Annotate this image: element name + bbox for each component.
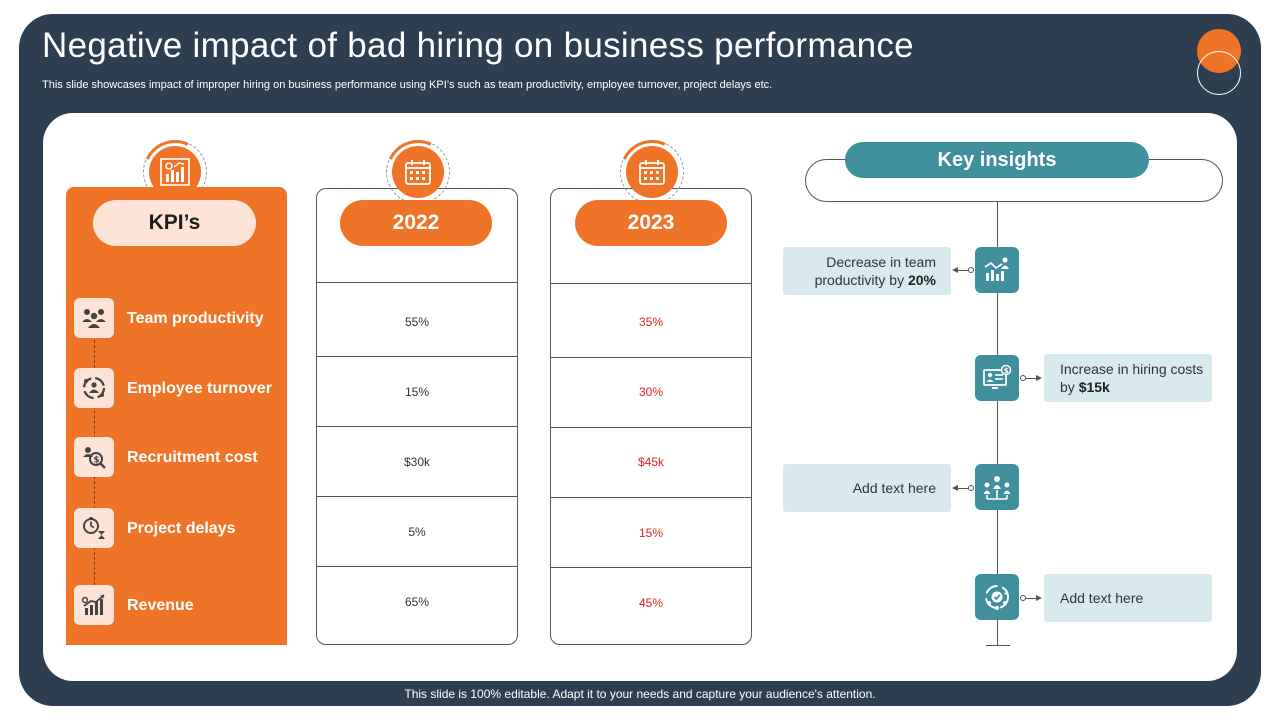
connector-arrow bbox=[1036, 595, 1042, 601]
row-divider bbox=[316, 282, 518, 283]
calendar-icon bbox=[626, 146, 678, 198]
insight-value-1: 20% bbox=[907, 272, 936, 288]
team-cycle-icon bbox=[975, 574, 1019, 620]
cell-2023-recruitment-cost: $45k bbox=[637, 455, 665, 469]
timeline-end-tick bbox=[986, 645, 1010, 646]
insight-box-2: Increase in hiring costs by $15k bbox=[1044, 354, 1212, 402]
kpi-label-revenue: Revenue bbox=[127, 597, 194, 614]
cell-2023-revenue: 45% bbox=[638, 596, 664, 610]
hiring-cost-icon: $ bbox=[975, 355, 1019, 401]
connector-line bbox=[957, 270, 969, 271]
kpi-column bbox=[66, 187, 287, 645]
row-divider bbox=[316, 566, 518, 567]
connector-dot bbox=[1020, 375, 1026, 381]
year-2022-table bbox=[316, 188, 518, 645]
connector-dot bbox=[968, 267, 974, 273]
row-divider bbox=[550, 497, 752, 498]
year-2023-table bbox=[550, 188, 752, 645]
slide-title: Negative impact of bad hiring on busines… bbox=[42, 26, 914, 65]
cell-2022-revenue: 65% bbox=[404, 595, 430, 609]
row-divider bbox=[550, 283, 752, 284]
cell-2022-project-delays: 5% bbox=[408, 525, 426, 539]
kpi-label-recruitment-cost: Recruitment cost bbox=[127, 449, 258, 466]
productivity-chart-icon bbox=[975, 247, 1019, 293]
connector-line bbox=[1026, 378, 1037, 379]
footer-note: This slide is 100% editable. Adapt it to… bbox=[404, 687, 876, 701]
connector-dot bbox=[968, 485, 974, 491]
cell-2022-recruitment-cost: $30k bbox=[403, 455, 431, 469]
kpi-label-employee-turnover: Employee turnover bbox=[127, 380, 272, 397]
cell-2022-team-productivity: 55% bbox=[404, 315, 430, 329]
insight-text-2: Increase in hiring costs by bbox=[1060, 361, 1204, 395]
revenue-chart-icon bbox=[74, 585, 114, 625]
insight-value-2: $15k bbox=[1078, 379, 1110, 395]
slide-subtitle: This slide showcases impact of improper … bbox=[42, 79, 773, 91]
people-network-icon bbox=[975, 464, 1019, 510]
connector-arrow bbox=[1036, 375, 1042, 381]
year-header-2022: 2022 bbox=[340, 200, 492, 246]
cell-2022-employee-turnover: 15% bbox=[404, 385, 430, 399]
insight-text-3: Add text here bbox=[852, 480, 936, 496]
decorative-ring bbox=[1197, 51, 1241, 95]
connector-arrow bbox=[952, 267, 958, 273]
connector-line bbox=[1026, 598, 1037, 599]
turnover-icon bbox=[74, 368, 114, 408]
calendar-icon bbox=[392, 146, 444, 198]
insight-box-1: Decrease in team productivity by 20% bbox=[783, 247, 951, 295]
connector-arrow bbox=[952, 485, 958, 491]
svg-text:$: $ bbox=[93, 455, 99, 465]
cell-2023-team-productivity: 35% bbox=[638, 315, 664, 329]
row-divider bbox=[550, 567, 752, 568]
year-header-2023: 2023 bbox=[575, 200, 727, 246]
cell-2023-employee-turnover: 30% bbox=[638, 385, 664, 399]
insights-timeline bbox=[997, 202, 998, 645]
cell-2023-project-delays: 15% bbox=[638, 526, 664, 540]
team-icon bbox=[74, 298, 114, 338]
insight-box-4: Add text here bbox=[1044, 574, 1212, 622]
svg-text:$: $ bbox=[1004, 367, 1009, 375]
kpi-header: KPI’s bbox=[93, 200, 256, 246]
row-divider bbox=[316, 356, 518, 357]
row-divider bbox=[550, 357, 752, 358]
insights-title: Key insights bbox=[845, 142, 1149, 178]
connector-dot bbox=[1020, 595, 1026, 601]
cost-search-icon: $ bbox=[74, 437, 114, 477]
insight-text-4: Add text here bbox=[1060, 590, 1144, 606]
insight-text-1: Decrease in team productivity by bbox=[814, 254, 936, 288]
kpi-label-team-productivity: Team productivity bbox=[127, 310, 264, 327]
row-divider bbox=[316, 426, 518, 427]
row-divider bbox=[316, 496, 518, 497]
row-divider bbox=[550, 427, 752, 428]
kpi-label-project-delays: Project delays bbox=[127, 520, 236, 537]
stopwatch-hourglass-icon bbox=[74, 508, 114, 548]
insight-box-3: Add text here bbox=[783, 464, 951, 512]
connector-line bbox=[957, 488, 969, 489]
